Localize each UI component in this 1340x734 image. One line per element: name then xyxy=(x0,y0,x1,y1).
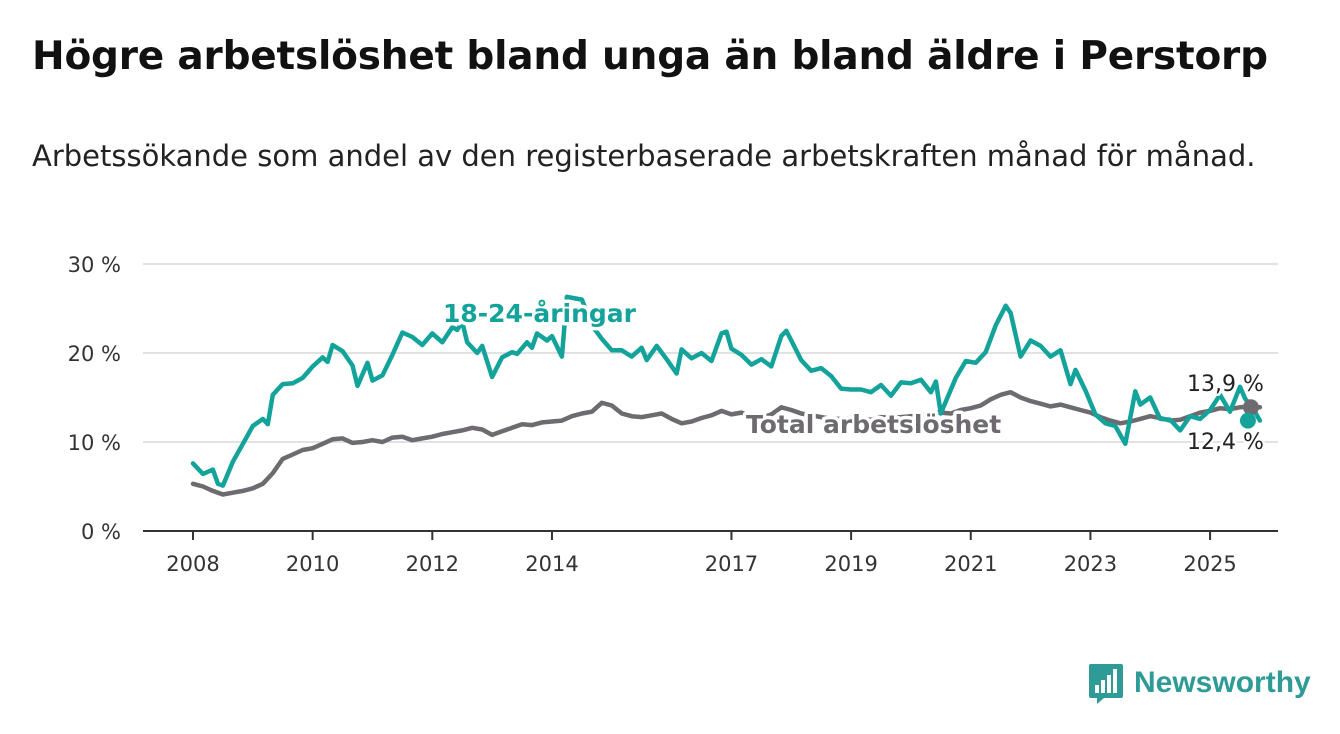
x-tick-label: 2014 xyxy=(525,552,578,576)
x-axis: 2008 2010 2012 2014 2017 2019 2021 2023 2025 xyxy=(143,530,1278,576)
x-tick-label: 2017 xyxy=(705,552,758,576)
series-label-total: Total arbetslöshet xyxy=(746,410,1001,439)
series-line-total xyxy=(190,389,1263,497)
x-tick-label: 2008 xyxy=(166,552,219,576)
chart-title: Högre arbetslöshet bland unga än bland ä… xyxy=(32,34,1268,79)
y-tick-label: 10 % xyxy=(68,431,121,455)
brand-name: Newsworthy xyxy=(1134,666,1311,699)
newsworthy-logo-icon xyxy=(1089,664,1123,704)
series-line-youth xyxy=(190,294,1263,488)
y-tick-label: 30 % xyxy=(68,253,121,277)
chart-subtitle: Arbetssökande som andel av den registerb… xyxy=(32,139,1256,173)
y-tick-label: 0 % xyxy=(81,520,121,544)
y-axis-ticks: 0 % 10 % 20 % 30 % xyxy=(68,253,121,544)
end-point-youth xyxy=(1239,412,1256,429)
line-chart: 0 % 10 % 20 % 30 % 2008 2010 2012 2014 2017 2019… xyxy=(68,253,1278,576)
series-lines xyxy=(190,294,1263,497)
end-value-total: 13,9 % xyxy=(1187,372,1264,397)
series-label-youth: 18-24-åringar xyxy=(443,299,637,328)
x-tick-label: 2012 xyxy=(406,552,459,576)
x-tick-label: 2025 xyxy=(1183,552,1236,576)
newsworthy-logo: Newsworthy xyxy=(1088,660,1311,706)
x-tick-label: 2010 xyxy=(286,552,339,576)
end-value-youth: 12,4 % xyxy=(1187,430,1264,455)
series-labels: 18-24-åringar Total arbetslöshet 13,9 % 12,… xyxy=(440,296,1267,458)
y-tick-label: 20 % xyxy=(68,342,121,366)
end-point-total xyxy=(1242,399,1259,416)
x-tick-label: 2019 xyxy=(824,552,877,576)
x-tick-label: 2023 xyxy=(1064,552,1117,576)
x-tick-label: 2021 xyxy=(944,552,997,576)
